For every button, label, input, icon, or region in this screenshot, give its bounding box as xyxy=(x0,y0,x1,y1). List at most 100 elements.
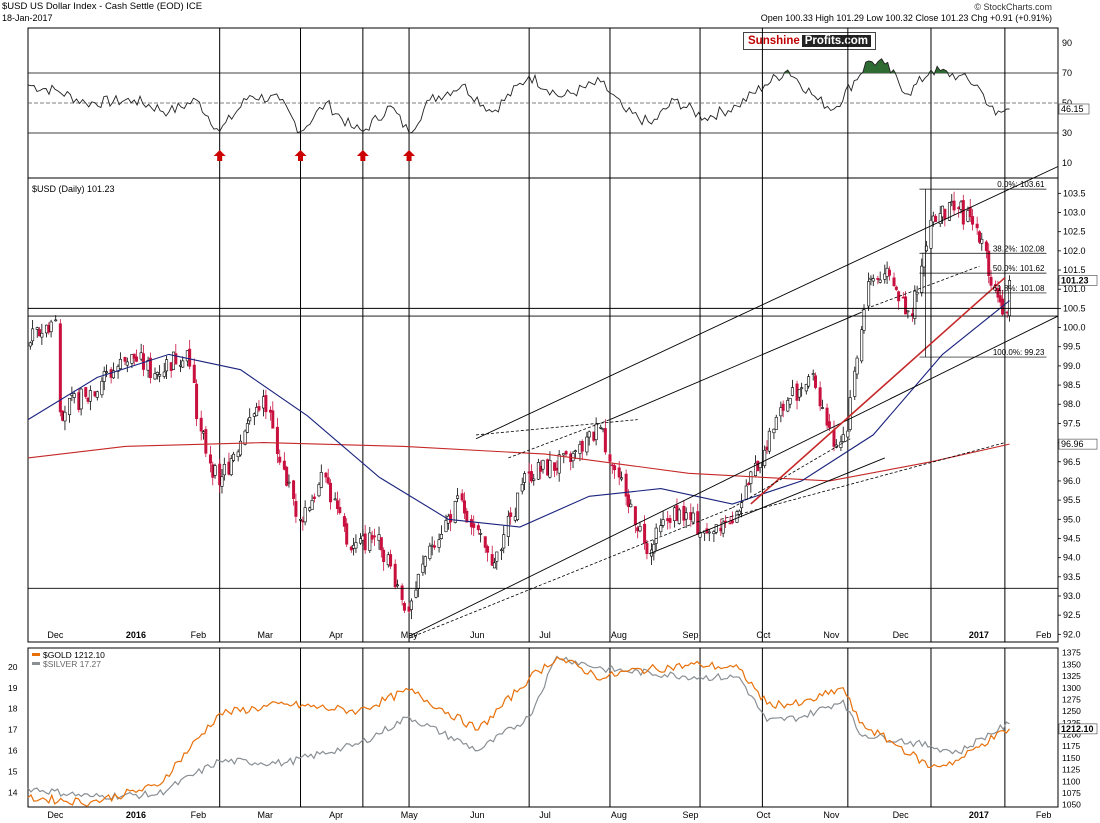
candle-body xyxy=(913,290,917,319)
candle-body xyxy=(617,467,621,478)
resistance-trend-line xyxy=(609,311,862,421)
gs-x-label: 2017 xyxy=(969,810,989,820)
gold-tick-label: 1075 xyxy=(1062,788,1081,798)
usd-tick-label: 98.0 xyxy=(1063,399,1081,409)
upper-channel-line-dashed xyxy=(508,419,611,459)
candle-body xyxy=(153,373,157,380)
usd-tick-label: 103.0 xyxy=(1063,208,1086,218)
chart-date: 18-Jan-2017 xyxy=(2,13,53,23)
usd-tick-label: 99.0 xyxy=(1063,361,1081,371)
candle-body xyxy=(541,459,545,470)
candle-body xyxy=(502,534,506,549)
usd-tick-label: 100.5 xyxy=(1063,303,1086,313)
candle-body xyxy=(222,463,226,476)
usd-tick-label: 103.5 xyxy=(1063,188,1086,198)
candle-body xyxy=(804,384,808,392)
candle-body xyxy=(841,434,845,442)
candle-body xyxy=(437,539,441,548)
stockcharts-credit[interactable]: © StockCharts.com xyxy=(974,2,1052,12)
candle-body xyxy=(867,281,871,307)
usd-tick-label: 101.5 xyxy=(1063,265,1086,275)
candle-body xyxy=(878,279,882,283)
candle-body xyxy=(400,585,404,600)
silver-legend-label: $SILVER 17.27 xyxy=(43,659,101,669)
sunshine-profits-logo[interactable]: Sunshine Profits.com xyxy=(743,32,877,50)
candle-body xyxy=(781,403,785,411)
candle-body xyxy=(947,202,951,221)
gold-tick-label: 1300 xyxy=(1062,683,1081,693)
candle-body xyxy=(238,440,242,456)
usd-x-label: Oct xyxy=(756,630,771,640)
candle-body xyxy=(49,321,53,333)
upper-channel-line xyxy=(475,166,1059,440)
candle-body xyxy=(84,387,88,397)
candle-body xyxy=(723,520,727,523)
candle-body xyxy=(943,208,947,220)
candle-body xyxy=(204,429,208,454)
candle-body xyxy=(199,417,203,432)
candle-body xyxy=(652,543,656,554)
candle-body xyxy=(797,389,801,398)
rsi-tick-label: 30 xyxy=(1062,128,1072,138)
gs-x-label: Aug xyxy=(611,810,627,820)
lower-channel-line-dashed xyxy=(408,507,733,639)
candle-body xyxy=(774,416,778,430)
candle-body xyxy=(118,358,122,369)
candle-body xyxy=(613,465,617,471)
usd-x-label: Aug xyxy=(611,630,627,640)
candle-body xyxy=(915,292,919,295)
candle-body xyxy=(811,373,815,375)
candle-body xyxy=(220,476,224,487)
usd-tick-label: 96.0 xyxy=(1063,476,1081,486)
candle-body xyxy=(573,450,577,453)
candle-body xyxy=(100,380,104,396)
candle-body xyxy=(862,309,866,331)
candle-body xyxy=(312,496,316,499)
usd-x-label: Sep xyxy=(682,630,698,640)
candle-body xyxy=(72,393,76,398)
gs-x-label: Mar xyxy=(258,810,274,820)
candle-body xyxy=(934,215,938,222)
candle-body xyxy=(88,390,92,402)
rsi-value-label: 46.15 xyxy=(1061,104,1084,114)
usd-x-label: Mar xyxy=(258,630,274,640)
candle-body xyxy=(453,501,457,523)
logo-text-profits: Profits.com xyxy=(801,35,872,47)
candle-body xyxy=(125,361,129,366)
candle-body xyxy=(832,429,836,447)
candle-body xyxy=(324,472,328,478)
candle-body xyxy=(402,602,406,611)
candle-body xyxy=(192,364,196,384)
candle-body xyxy=(174,353,178,365)
candle-body xyxy=(509,512,513,517)
candle-body xyxy=(820,407,824,409)
candle-body xyxy=(684,512,688,520)
usd-tick-label: 98.5 xyxy=(1063,380,1081,390)
candle-body xyxy=(472,523,476,528)
candle-body xyxy=(432,545,436,548)
candle-body xyxy=(594,423,598,441)
candle-body xyxy=(735,511,739,523)
candle-body xyxy=(728,522,732,525)
candle-body xyxy=(516,492,520,520)
candle-body xyxy=(848,397,852,430)
gold-tick-label: 1250 xyxy=(1062,706,1081,716)
candle-body xyxy=(971,216,975,225)
candle-body xyxy=(807,376,811,387)
silver-tick-label: 20 xyxy=(8,662,18,672)
candle-body xyxy=(855,357,859,375)
candle-body xyxy=(342,516,346,527)
candle-body xyxy=(135,356,139,362)
candle-body xyxy=(449,514,453,523)
candle-body xyxy=(629,503,633,508)
candle-body xyxy=(818,387,822,407)
usd-last-value-label-box xyxy=(1058,275,1098,286)
gold-tick-label: 1275 xyxy=(1062,694,1081,704)
candle-body xyxy=(961,200,965,225)
candle-body xyxy=(659,525,663,533)
candle-body xyxy=(876,278,880,280)
candle-body xyxy=(141,353,145,370)
rsi-tick-label: 10 xyxy=(1062,158,1072,168)
moving-average-200-line xyxy=(27,442,1010,482)
candle-body xyxy=(620,477,624,480)
